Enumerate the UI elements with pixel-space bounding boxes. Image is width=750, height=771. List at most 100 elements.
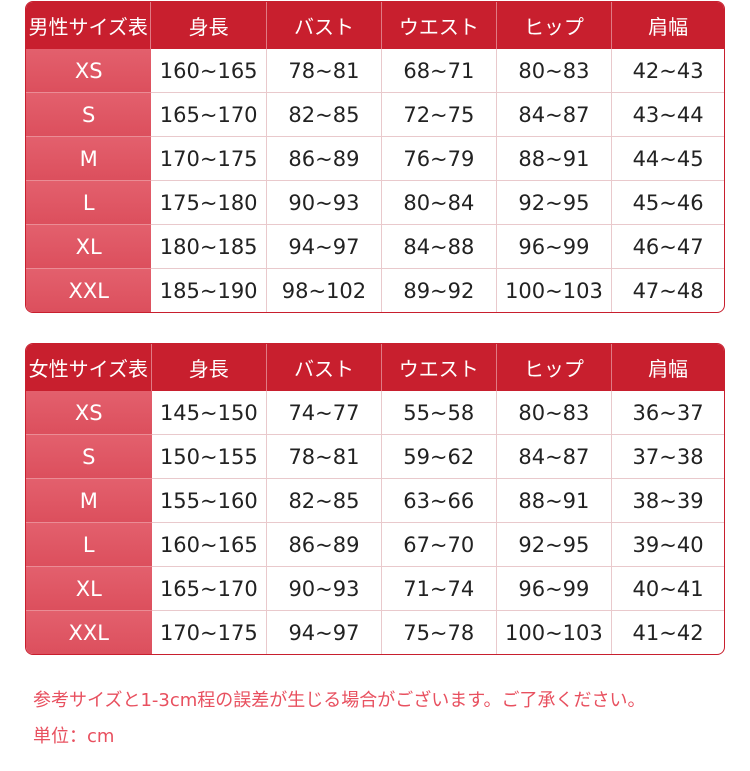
table-cell: 92~95 [496, 523, 613, 567]
table-cell: 80~83 [496, 391, 613, 435]
table-cell: 100~103 [497, 611, 613, 654]
table-cell: 90~93 [267, 567, 382, 611]
size-label: XS [26, 391, 152, 435]
table-cell: 180~185 [151, 225, 267, 269]
size-label: XXL [26, 611, 152, 654]
table-cell: 150~155 [151, 435, 268, 479]
table-cell: 170~175 [151, 137, 267, 181]
table-cell: 165~170 [151, 567, 268, 611]
table-row: XS 145~150 74~77 55~58 80~83 36~37 [26, 391, 724, 435]
column-header: バスト [266, 2, 382, 49]
table-cell: 40~41 [612, 567, 724, 611]
table-cell: 82~85 [267, 479, 382, 523]
table-row: M 155~160 82~85 63~66 88~91 38~39 [26, 479, 724, 523]
table-cell: 59~62 [381, 435, 497, 479]
table-cell: 43~44 [612, 93, 724, 137]
unit-note: 単位：cm [33, 726, 115, 747]
table-row: L 160~165 86~89 67~70 92~95 39~40 [26, 523, 724, 567]
table-row: XL 180~185 94~97 84~88 96~99 46~47 [26, 225, 724, 269]
table-title: 女性サイズ表 [26, 344, 152, 391]
table-cell: 160~165 [151, 49, 267, 93]
column-header: ウエスト [382, 2, 497, 49]
table-cell: 46~47 [612, 225, 724, 269]
size-label: M [26, 137, 152, 181]
table-cell: 160~165 [151, 523, 268, 567]
table-cell: 44~45 [612, 137, 724, 181]
tolerance-note: 参考サイズと1-3cm程の誤差が生じる場合がございます。ご了承ください。 [33, 690, 646, 711]
table-cell: 78~81 [266, 49, 382, 93]
table-cell: 89~92 [382, 269, 497, 312]
column-header: バスト [267, 344, 382, 391]
table-cell: 88~91 [496, 479, 613, 523]
size-label: L [26, 181, 152, 225]
column-header: 身長 [151, 344, 268, 391]
table-cell: 145~150 [151, 391, 268, 435]
header-row: 男性サイズ表 身長 バスト ウエスト ヒップ 肩幅 [26, 2, 724, 49]
table-cell: 96~99 [496, 567, 613, 611]
table-cell: 100~103 [497, 269, 613, 312]
size-label: S [26, 93, 152, 137]
table-cell: 90~93 [266, 181, 382, 225]
table-title: 男性サイズ表 [26, 2, 152, 49]
table-row: XXL 170~175 94~97 75~78 100~103 41~42 [26, 611, 724, 654]
table-cell: 84~87 [496, 435, 613, 479]
table-cell: 68~71 [382, 49, 497, 93]
column-header: 肩幅 [612, 2, 724, 49]
table-row: M 170~175 86~89 76~79 88~91 44~45 [26, 137, 724, 181]
table-cell: 175~180 [151, 181, 267, 225]
table-cell: 45~46 [612, 181, 724, 225]
table-row: S 165~170 82~85 72~75 84~87 43~44 [26, 93, 724, 137]
size-label: S [26, 435, 152, 479]
table-row: S 150~155 78~81 59~62 84~87 37~38 [26, 435, 724, 479]
table-cell: 82~85 [266, 93, 382, 137]
table-cell: 67~70 [381, 523, 497, 567]
table-cell: 76~79 [382, 137, 497, 181]
size-label: L [26, 523, 152, 567]
column-header: ヒップ [496, 344, 613, 391]
table-cell: 94~97 [266, 225, 382, 269]
table-row: L 175~180 90~93 80~84 92~95 45~46 [26, 181, 724, 225]
column-header: 肩幅 [612, 344, 724, 391]
table-cell: 72~75 [382, 93, 497, 137]
table-cell: 36~37 [612, 391, 724, 435]
table-cell: 80~84 [382, 181, 497, 225]
mens-size-table: 男性サイズ表 身長 バスト ウエスト ヒップ 肩幅 XS 160~165 78~81 68~71 8… [25, 1, 725, 313]
table-cell: 63~66 [381, 479, 497, 523]
table-cell: 37~38 [612, 435, 724, 479]
womens-size-table: 女性サイズ表 身長 バスト ウエスト ヒップ 肩幅 XS 145~150 74~77 55~58 8… [25, 343, 725, 655]
table-row: XS 160~165 78~81 68~71 80~83 42~43 [26, 49, 724, 93]
size-label: XL [26, 225, 152, 269]
table-cell: 98~102 [267, 269, 382, 312]
table-cell: 84~88 [382, 225, 497, 269]
table-cell: 78~81 [267, 435, 382, 479]
table-cell: 170~175 [152, 611, 268, 654]
table-row: XXL 185~190 98~102 89~92 100~103 47~48 [26, 269, 724, 312]
table-cell: 42~43 [612, 49, 724, 93]
table-cell: 88~91 [496, 137, 613, 181]
table-cell: 41~42 [632, 620, 704, 645]
size-label: XXL [26, 269, 152, 312]
table-cell: 86~89 [267, 523, 382, 567]
table-cell: 155~160 [151, 479, 268, 523]
column-header: 身長 [151, 2, 267, 49]
table-cell: 94~97 [267, 611, 382, 654]
size-label: XL [26, 567, 152, 611]
column-header: ヒップ [496, 2, 613, 49]
table-cell: 165~170 [151, 93, 267, 137]
size-label: M [26, 479, 152, 523]
table-cell: 39~40 [612, 523, 724, 567]
table-cell: 96~99 [496, 225, 613, 269]
table-cell: 74~77 [267, 391, 382, 435]
header-row: 女性サイズ表 身長 バスト ウエスト ヒップ 肩幅 [26, 344, 724, 391]
table-row: XL 165~170 90~93 71~74 96~99 40~41 [26, 567, 724, 611]
table-cell: 86~89 [266, 137, 382, 181]
column-header: ウエスト [381, 344, 497, 391]
table-cell: 71~74 [381, 567, 497, 611]
table-cell: 84~87 [496, 93, 613, 137]
table-cell: 92~95 [496, 181, 613, 225]
table-cell: 47~48 [632, 278, 704, 303]
table-cell: 55~58 [381, 391, 497, 435]
table-cell: 80~83 [496, 49, 613, 93]
table-cell: 75~78 [382, 611, 497, 654]
table-cell: 185~190 [151, 269, 267, 312]
